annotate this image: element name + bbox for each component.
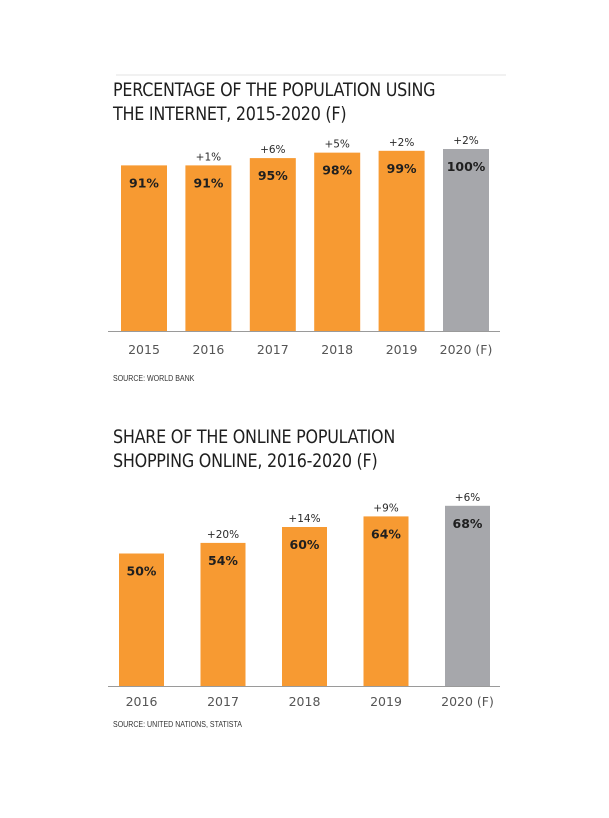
chart1-change-label-3: +5% [324,139,349,151]
chart2-value-label-1: 54% [208,553,238,568]
chart1-tick-label-1: 2016 [192,342,224,357]
chart2-bar-4 [445,505,490,686]
chart1-source: SOURCE: WORLD BANK [113,374,195,383]
chart2-change-label-2: +14% [288,513,320,525]
chart2-value-label-0: 50% [127,564,157,579]
chart2-source: SOURCE: UNITED NATIONS, STATISTA [113,720,242,729]
chart1-title-line2: THE INTERNET, 2015-2020 (F) [113,103,347,125]
chart1-value-label-4: 99% [387,161,417,176]
chart2-bar-3 [363,516,409,686]
chart2-tick-label-1: 2017 [207,694,239,709]
chart2-tick-label-4: 2020 (F) [441,694,494,709]
chart1-change-label-4: +2% [389,137,414,149]
chart1-tick-label-5: 2020 (F) [440,342,493,357]
chart2-bar-0 [119,553,164,686]
top-rule [116,74,506,76]
chart2-title: SHARE OF THE ONLINE POPULATION SHOPPING … [113,425,395,473]
chart2-tick-label-2: 2018 [289,694,321,709]
chart1-title: PERCENTAGE OF THE POPULATION USING THE I… [113,78,436,126]
chart1-value-label-3: 98% [322,163,352,178]
chart2-bar-1 [200,542,246,686]
chart2-tick-label-0: 2016 [126,694,158,709]
chart1-bar-0 [121,165,167,331]
chart2-value-label-4: 68% [453,516,483,531]
chart1-bar-5 [443,149,489,331]
chart2-change-label-4: +6% [455,492,480,504]
chart1-bar-4 [378,150,425,331]
chart1-title-line1: PERCENTAGE OF THE POPULATION USING [113,79,436,101]
chart2-change-label-3: +9% [373,502,398,514]
chart2-tick-label-3: 2019 [370,694,402,709]
chart2-change-label-1: +20% [207,529,239,541]
chart1-bar-1 [185,165,232,331]
chart1-value-label-1: 91% [193,175,223,190]
chart2-bar-2 [282,527,327,686]
chart2-value-label-3: 64% [371,526,401,541]
chart2-title-line1: SHARE OF THE ONLINE POPULATION [113,426,396,448]
chart1-bar-2 [249,158,296,331]
chart1-tick-label-0: 2015 [128,342,160,357]
chart1-change-label-5: +2% [453,135,478,147]
chart1-change-label-2: +6% [260,144,285,156]
chart1-tick-label-4: 2019 [386,342,418,357]
chart1-tick-label-3: 2018 [321,342,353,357]
chart2-value-label-2: 60% [290,537,320,552]
chart1-value-label-2: 95% [258,168,288,183]
chart1-bar-3 [314,152,361,331]
chart2-title-line2: SHOPPING ONLINE, 2016-2020 (F) [113,450,378,472]
chart1-tick-label-2: 2017 [257,342,289,357]
chart1-value-label-5: 100% [447,159,486,174]
chart1-change-label-1: +1% [196,151,221,163]
chart1-value-label-0: 91% [129,175,159,190]
